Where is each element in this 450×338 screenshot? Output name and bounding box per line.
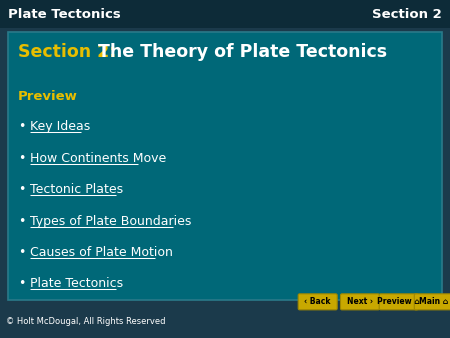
FancyBboxPatch shape [298,294,337,310]
Text: Section 2: Section 2 [372,7,442,21]
Text: The Theory of Plate Tectonics: The Theory of Plate Tectonics [92,43,387,62]
FancyBboxPatch shape [414,294,450,310]
Bar [0,0,450,28]
FancyBboxPatch shape [341,294,379,310]
Bar [8,32,442,300]
Text: •: • [18,152,25,165]
Text: Plate Tectonics: Plate Tectonics [30,277,123,290]
Text: Preview: Preview [18,90,78,103]
Text: Preview ⌂: Preview ⌂ [377,297,420,306]
Text: •: • [18,183,25,196]
FancyBboxPatch shape [379,294,418,310]
Text: How Continents Move: How Continents Move [30,152,166,165]
Text: Plate Tectonics: Plate Tectonics [8,7,121,21]
Text: Tectonic Plates: Tectonic Plates [30,183,123,196]
Text: Causes of Plate Motion: Causes of Plate Motion [30,246,173,259]
Text: •: • [18,120,25,133]
Text: •: • [18,277,25,290]
Text: Key Ideas: Key Ideas [30,120,90,133]
Text: Next ›: Next › [347,297,373,306]
Text: Main ⌂: Main ⌂ [419,297,448,306]
Text: Section 2:: Section 2: [18,43,117,62]
Text: •: • [18,215,25,227]
Text: Types of Plate Boundaries: Types of Plate Boundaries [30,215,191,227]
Text: ‹ Back: ‹ Back [305,297,331,306]
Text: •: • [18,246,25,259]
Text: © Holt McDougal, All Rights Reserved: © Holt McDougal, All Rights Reserved [6,317,166,325]
